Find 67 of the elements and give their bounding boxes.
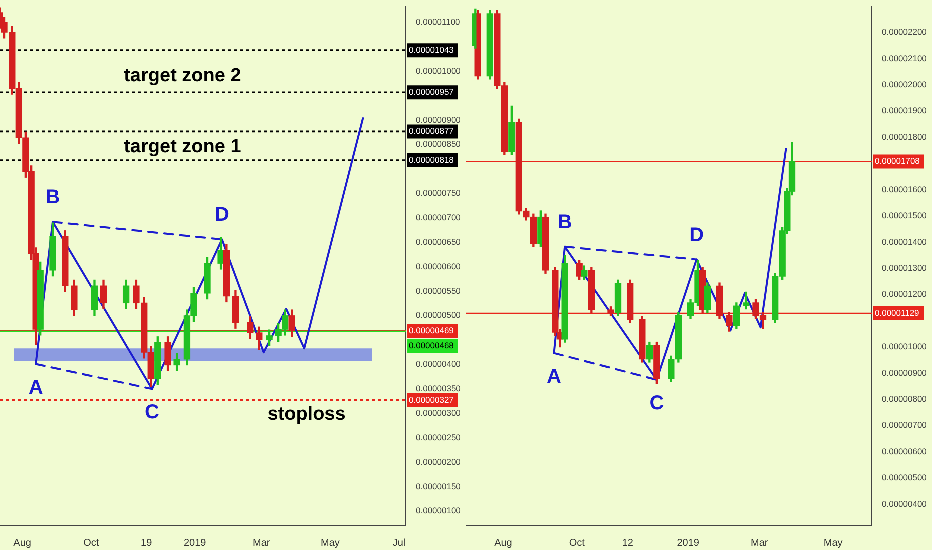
y-tick-label: 0.00000200	[416, 456, 462, 467]
x-tick-label: 12	[622, 538, 634, 549]
ref-line-label: 0.00000468	[409, 340, 454, 350]
ref-line-label: 0.00000877	[409, 126, 454, 136]
x-tick-label: Mar	[253, 538, 271, 549]
annotation: target zone 1	[124, 136, 242, 158]
ref-line-label: 0.00001129	[875, 308, 920, 318]
annotation: C	[650, 392, 664, 415]
y-tick-label: 0.00001600	[882, 184, 928, 194]
y-tick-label: 0.00000550	[416, 286, 462, 296]
x-tick-label: 19	[141, 538, 153, 549]
y-tick-label: 0.00000650	[416, 236, 462, 247]
x-tick-label: May	[824, 538, 843, 549]
x-tick-label: Aug	[14, 538, 32, 549]
y-tick-label: 0.00000750	[416, 188, 462, 198]
y-tick-label: 0.00001500	[882, 210, 928, 221]
y-tick-label: 0.00000150	[416, 481, 462, 492]
y-tick-label: 0.00002100	[882, 53, 928, 64]
y-tick-label: 0.00000900	[416, 114, 462, 125]
y-tick-label: 0.00001000	[882, 342, 928, 352]
y-tick-label: 0.00002000	[882, 80, 928, 90]
y-tick-label: 0.00001900	[882, 106, 928, 116]
y-tick-label: 0.00000400	[416, 359, 462, 370]
annotation: A	[28, 376, 44, 399]
x-tick-label: Mar	[751, 538, 769, 549]
annotation: D	[690, 224, 704, 246]
x-tick-label: May	[320, 538, 340, 549]
y-tick-label: 0.00000700	[416, 212, 462, 223]
annotation: target zone 2	[124, 65, 242, 86]
y-tick-label: 0.00000900	[882, 368, 928, 378]
x-tick-label: Jul	[392, 538, 406, 549]
ref-line-label: 0.00001043	[409, 44, 454, 55]
y-tick-label: 0.00000100	[416, 506, 462, 516]
x-tick-label: Oct	[84, 538, 100, 549]
ref-line-label: 0.00000957	[409, 86, 454, 97]
y-tick-label: 0.00000400	[882, 498, 928, 509]
y-tick-label: 0.00000300	[416, 408, 462, 418]
y-tick-label: 0.00000350	[416, 384, 462, 394]
y-tick-label: 0.00000800	[882, 394, 928, 404]
ref-line-label: 0.00000818	[409, 154, 454, 165]
x-tick-label: 2019	[184, 538, 207, 549]
x-tick-label: Oct	[569, 538, 586, 549]
y-tick-label: 0.00000700	[882, 420, 928, 430]
y-tick-label: 0.00002200	[882, 27, 928, 38]
annotation: B	[46, 186, 60, 209]
y-tick-label: 0.00001000	[416, 66, 462, 76]
annotation: A	[546, 366, 562, 388]
annotation: B	[558, 211, 572, 234]
annotation: stoploss	[268, 404, 346, 426]
ref-line-label: 0.00001708	[875, 156, 920, 166]
y-tick-label: 0.00000600	[416, 261, 462, 272]
annotation: D	[214, 204, 230, 226]
y-tick-label: 0.00000850	[416, 139, 462, 150]
y-tick-label: 0.00001800	[882, 132, 928, 142]
ref-line-label: 0.00000469	[409, 325, 454, 336]
y-tick-label: 0.00001300	[882, 262, 928, 273]
x-tick-label: 2019	[677, 538, 700, 549]
y-tick-label: 0.00001400	[882, 236, 928, 247]
annotation: C	[145, 402, 160, 424]
y-tick-label: 0.00000250	[416, 432, 462, 442]
y-tick-label: 0.00000600	[882, 446, 928, 456]
ref-line-label: 0.00000327	[409, 394, 454, 405]
y-tick-label: 0.00001200	[882, 289, 928, 300]
y-tick-label: 0.00000500	[416, 310, 462, 320]
y-tick-label: 0.00000500	[882, 472, 928, 483]
y-tick-label: 0.00001100	[416, 17, 461, 28]
x-tick-label: Aug	[494, 538, 512, 549]
